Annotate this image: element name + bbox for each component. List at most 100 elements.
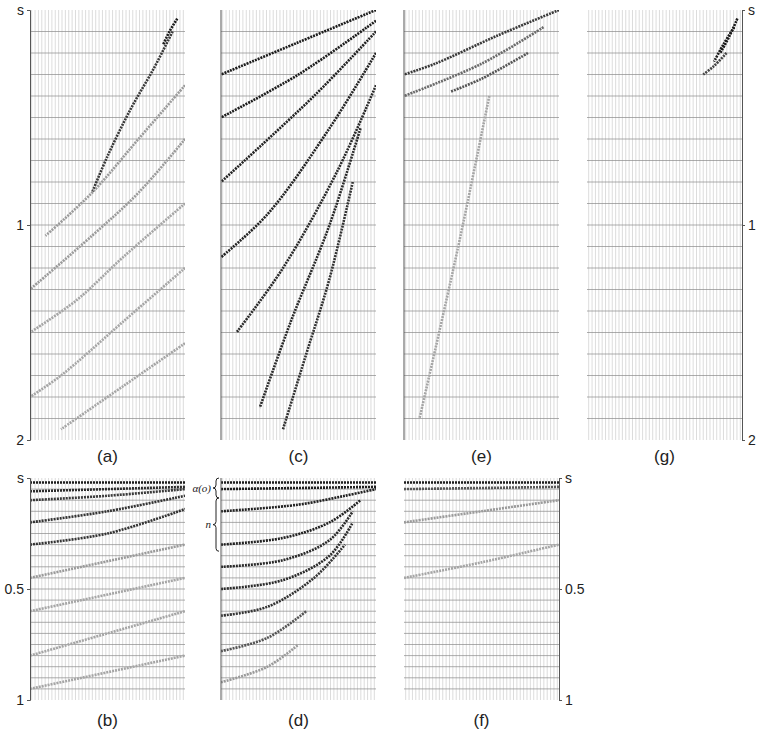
timing-line [30, 74, 185, 75]
tick-mark [742, 10, 745, 11]
tick: s [17, 470, 30, 486]
timing-line [404, 225, 559, 226]
plot-area [221, 478, 376, 700]
timing-line [221, 332, 376, 333]
tick-mark [742, 440, 745, 441]
event [61, 343, 185, 429]
tick: 2 [16, 432, 30, 448]
timing-line [30, 688, 185, 689]
timing-line [587, 397, 742, 398]
panel: s0.51 [5, 470, 185, 708]
tick-label: 2 [748, 432, 756, 448]
panel-title: (d) [288, 711, 309, 730]
tick-mark [742, 225, 745, 226]
events [404, 482, 559, 577]
timing-line [30, 555, 185, 556]
timing-line [30, 375, 185, 376]
timing-line [30, 489, 185, 490]
tick: 1 [559, 692, 573, 708]
event [30, 489, 185, 500]
timing-line [30, 418, 185, 419]
timing-line [404, 268, 559, 269]
tick-label: 2 [16, 432, 24, 448]
timing-line [587, 160, 742, 161]
tick-mark [27, 700, 30, 701]
timing-line [221, 655, 376, 656]
event [30, 509, 185, 545]
timing-line [221, 31, 376, 32]
timing-line [221, 225, 376, 226]
plot-area [587, 10, 742, 440]
timing-line [404, 53, 559, 54]
panel: α(o)n [192, 478, 376, 700]
timing-line [30, 203, 185, 204]
event [404, 27, 544, 96]
timing-line [30, 311, 185, 312]
y-axis: s0.51 [559, 470, 585, 708]
timing-lines [404, 32, 559, 419]
timing-line [221, 589, 376, 590]
tick: s [559, 470, 572, 486]
timing-lines [30, 489, 185, 689]
event [30, 496, 185, 523]
timing-lines [221, 32, 376, 419]
timing-line [404, 622, 559, 623]
timing-line [221, 96, 376, 97]
timing-line [587, 74, 742, 75]
timing-line [30, 96, 185, 97]
timing-line [30, 677, 185, 678]
timing-line [404, 644, 559, 645]
timing-line [404, 522, 559, 523]
timing-line [221, 117, 376, 118]
timing-line [221, 566, 376, 567]
plot-area [404, 10, 559, 440]
panel-title: (c) [289, 447, 309, 466]
tick-label: 1 [16, 217, 24, 233]
event [30, 611, 185, 655]
plot-area [30, 478, 185, 700]
panel-title: (a) [97, 447, 118, 466]
timing-line [404, 688, 559, 689]
annotations: α(o)n [192, 478, 219, 551]
timing-line [30, 354, 185, 355]
events [30, 482, 185, 688]
event [404, 545, 559, 578]
event [30, 139, 185, 290]
timing-line [404, 332, 559, 333]
timing-line [221, 418, 376, 419]
y-axis-line [27, 479, 31, 701]
timing-line [587, 354, 742, 355]
tick-mark [559, 478, 562, 479]
timing-line [30, 611, 185, 612]
timing-line [30, 139, 185, 140]
event [703, 53, 726, 75]
tick-label: s [565, 470, 572, 486]
y-axis [221, 478, 222, 700]
timing-line [404, 375, 559, 376]
timing-line [221, 246, 376, 247]
timing-line [221, 311, 376, 312]
timing-line [404, 677, 559, 678]
tick: s [742, 2, 755, 18]
timing-line [221, 577, 376, 578]
timing-line [30, 622, 185, 623]
y-axis-line [743, 11, 746, 441]
events [221, 482, 376, 682]
y-axis-line [560, 479, 563, 701]
timing-line [221, 489, 376, 490]
timing-line [587, 117, 742, 118]
timing-line [404, 289, 559, 290]
tick-label: 1 [16, 692, 24, 708]
y-axis: s 1 2 [742, 2, 756, 448]
timing-line [404, 500, 559, 501]
y-axis-line [404, 10, 405, 440]
panel-title: (f) [473, 711, 489, 730]
timing-line [30, 655, 185, 656]
event [260, 128, 361, 408]
timing-line [221, 53, 376, 54]
y-axis: s12 [16, 2, 30, 448]
timing-line [221, 397, 376, 398]
brace [213, 478, 219, 498]
event [404, 487, 559, 489]
tick: 1 [742, 217, 756, 233]
